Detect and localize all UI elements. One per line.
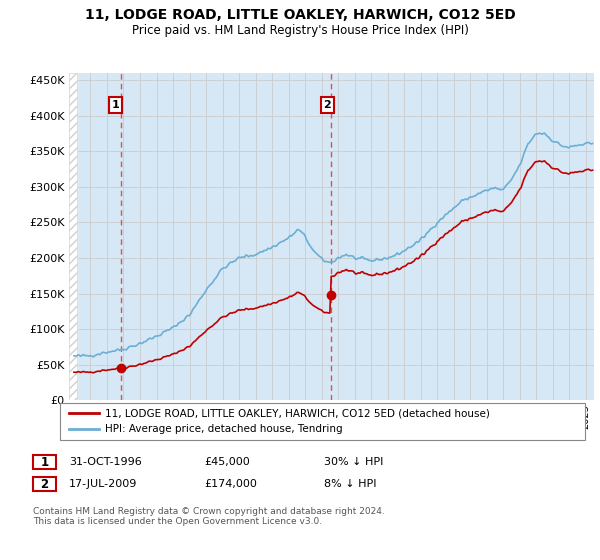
Text: Price paid vs. HM Land Registry's House Price Index (HPI): Price paid vs. HM Land Registry's House … (131, 24, 469, 36)
Text: 17-JUL-2009: 17-JUL-2009 (69, 479, 137, 489)
Text: 1: 1 (40, 455, 49, 469)
Text: 1: 1 (112, 100, 119, 110)
Text: 31-OCT-1996: 31-OCT-1996 (69, 457, 142, 467)
Text: £174,000: £174,000 (204, 479, 257, 489)
Text: £45,000: £45,000 (204, 457, 250, 467)
Text: 2: 2 (40, 478, 49, 491)
Text: 8% ↓ HPI: 8% ↓ HPI (324, 479, 377, 489)
Text: HPI: Average price, detached house, Tendring: HPI: Average price, detached house, Tend… (105, 424, 343, 435)
Text: 11, LODGE ROAD, LITTLE OAKLEY, HARWICH, CO12 5ED: 11, LODGE ROAD, LITTLE OAKLEY, HARWICH, … (85, 8, 515, 22)
Text: 11, LODGE ROAD, LITTLE OAKLEY, HARWICH, CO12 5ED (detached house): 11, LODGE ROAD, LITTLE OAKLEY, HARWICH, … (105, 408, 490, 418)
Text: 2: 2 (323, 100, 331, 110)
Text: 30% ↓ HPI: 30% ↓ HPI (324, 457, 383, 467)
Text: Contains HM Land Registry data © Crown copyright and database right 2024.
This d: Contains HM Land Registry data © Crown c… (33, 507, 385, 526)
